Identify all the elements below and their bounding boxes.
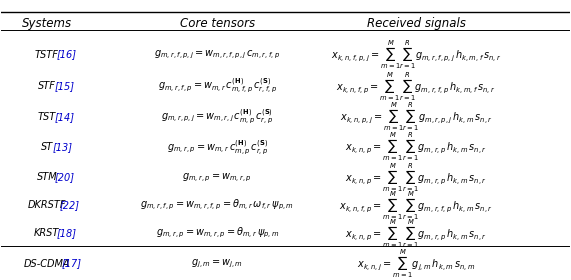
Text: Received signals: Received signals bbox=[367, 17, 465, 30]
Text: $x_{k,n,f,p} = \sum_{m=1}^{M}\sum_{r=1}^{R} g_{m,r,f,p}\, h_{k,m,f}\, s_{n,r}$: $x_{k,n,f,p} = \sum_{m=1}^{M}\sum_{r=1}^… bbox=[336, 70, 496, 103]
Text: STF: STF bbox=[38, 81, 56, 91]
Text: $x_{k,n,j} = \sum_{m=1}^{M} g_{j,m}\, h_{k,m}\, s_{n,m}$: $x_{k,n,j} = \sum_{m=1}^{M} g_{j,m}\, h_… bbox=[357, 247, 475, 280]
Text: STM: STM bbox=[37, 172, 57, 182]
Text: [13]: [13] bbox=[53, 142, 73, 152]
Text: [22]: [22] bbox=[60, 200, 80, 210]
Text: [14]: [14] bbox=[55, 112, 75, 122]
Text: [18]: [18] bbox=[57, 228, 77, 238]
Text: $x_{k,n,f,p} = \sum_{m=1}^{M}\sum_{r=1}^{M} g_{m,r,f,p}\, h_{k,m}\, s_{n,r}$: $x_{k,n,f,p} = \sum_{m=1}^{M}\sum_{r=1}^… bbox=[339, 189, 493, 222]
Text: DKRSTF: DKRSTF bbox=[27, 200, 66, 210]
Text: Core tensors: Core tensors bbox=[180, 17, 255, 30]
Text: $x_{k,n,p} = \sum_{m=1}^{M}\sum_{r=1}^{M} g_{m,r,p}\, h_{k,m}\, s_{n,r}$: $x_{k,n,p} = \sum_{m=1}^{M}\sum_{r=1}^{M… bbox=[345, 217, 487, 249]
Text: $g_{m,r,p} = w_{m,r,p}$: $g_{m,r,p} = w_{m,r,p}$ bbox=[183, 171, 252, 184]
Text: TST: TST bbox=[38, 112, 56, 122]
Text: $g_{j,m} = w_{j,m}$: $g_{j,m} = w_{j,m}$ bbox=[191, 257, 243, 270]
Text: $g_{m,r,p} = w_{m,r,p} = \theta_{m,r}\, \psi_{p,m}$: $g_{m,r,p} = w_{m,r,p} = \theta_{m,r}\, … bbox=[155, 226, 279, 240]
Text: ST: ST bbox=[41, 142, 53, 152]
Text: [15]: [15] bbox=[55, 81, 75, 91]
Text: $g_{m,r,f,p,j} = w_{m,r,f,p,j}\, c_{m,r,f,p}$: $g_{m,r,f,p,j} = w_{m,r,f,p,j}\, c_{m,r,… bbox=[154, 48, 280, 61]
Text: $x_{k,n,p} = \sum_{m=1}^{M}\sum_{r=1}^{R} g_{m,r,p}\, h_{k,m}\, s_{n,r}$: $x_{k,n,p} = \sum_{m=1}^{M}\sum_{r=1}^{R… bbox=[345, 161, 487, 194]
Text: [17]: [17] bbox=[62, 258, 82, 269]
Text: DS-CDMA: DS-CDMA bbox=[23, 258, 70, 269]
Text: $x_{k,n,p} = \sum_{m=1}^{M}\sum_{r=1}^{R} g_{m,r,p}\, h_{k,m}\, s_{n,r}$: $x_{k,n,p} = \sum_{m=1}^{M}\sum_{r=1}^{R… bbox=[345, 130, 487, 164]
Text: $g_{m,r,p,j} = w_{m,r,j}\, c_{m,p}^{(\mathbf{H})}\, c_{r,p}^{(\mathbf{S})}$: $g_{m,r,p,j} = w_{m,r,j}\, c_{m,p}^{(\ma… bbox=[161, 108, 274, 125]
Text: KRST: KRST bbox=[34, 228, 59, 238]
Text: $g_{m,r,f,p} = w_{m,r,f,p} = \theta_{m,r}\, \omega_{f,r}\, \psi_{p,m}$: $g_{m,r,f,p} = w_{m,r,f,p} = \theta_{m,r… bbox=[140, 198, 294, 213]
Text: $x_{k,n,p,j} = \sum_{m=1}^{M}\sum_{r=1}^{R} g_{m,r,p,j}\, h_{k,m}\, s_{n,r}$: $x_{k,n,p,j} = \sum_{m=1}^{M}\sum_{r=1}^… bbox=[340, 100, 493, 133]
Text: Systems: Systems bbox=[22, 17, 72, 30]
Text: $x_{k,n,f,p,j} = \sum_{m=1}^{M}\sum_{r=1}^{R} g_{m,r,f,p,j}\, h_{k,m,f}\, s_{n,r: $x_{k,n,f,p,j} = \sum_{m=1}^{M}\sum_{r=1… bbox=[331, 38, 501, 71]
Text: $g_{m,r,f,p} = w_{m,r}\, c_{m,f,p}^{(\mathbf{H})}\, c_{r,f,p}^{(\mathbf{S})}$: $g_{m,r,f,p} = w_{m,r}\, c_{m,f,p}^{(\ma… bbox=[158, 77, 277, 95]
Text: TSTF: TSTF bbox=[35, 50, 59, 60]
Text: $g_{m,r,p} = w_{m,r}\, c_{m,p}^{(\mathbf{H})}\, c_{r,p}^{(\mathbf{S})}$: $g_{m,r,p} = w_{m,r}\, c_{m,p}^{(\mathbf… bbox=[167, 138, 268, 156]
Text: [20]: [20] bbox=[55, 172, 75, 182]
Text: [16]: [16] bbox=[57, 50, 77, 60]
